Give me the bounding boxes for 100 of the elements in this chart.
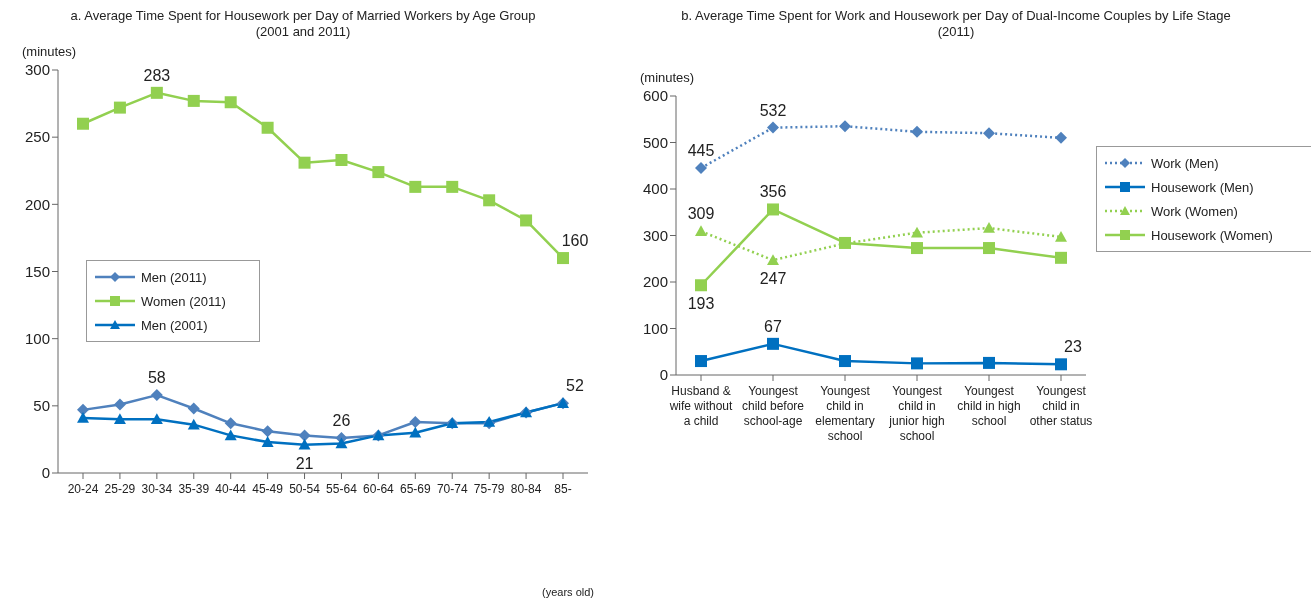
y-tick-label: 500 bbox=[642, 133, 668, 151]
point bbox=[261, 121, 274, 134]
chart-subtitle: (2001 and 2011) bbox=[254, 24, 352, 40]
y-tick-label: 0 bbox=[659, 366, 668, 384]
y-tick-label: 200 bbox=[642, 273, 668, 291]
x-tick-label: Youngest child in high school bbox=[957, 384, 1021, 428]
x-tick-label: 80-84 bbox=[510, 482, 542, 496]
point bbox=[911, 242, 923, 255]
y-tick-label: 50 bbox=[33, 397, 50, 415]
x-tick-label: Youngest child before school-age bbox=[741, 384, 805, 428]
point bbox=[983, 242, 995, 255]
point bbox=[187, 402, 200, 415]
point bbox=[409, 180, 422, 193]
legend-label: Women (2011) bbox=[141, 293, 226, 309]
point bbox=[483, 194, 496, 207]
point bbox=[113, 101, 126, 114]
data-label: 52 bbox=[566, 377, 584, 395]
data-label: 356 bbox=[759, 183, 787, 201]
data-label: 283 bbox=[143, 66, 171, 84]
data-label: 160 bbox=[561, 232, 589, 250]
y-tick-label: 100 bbox=[642, 319, 668, 337]
point bbox=[1055, 230, 1067, 242]
point bbox=[695, 279, 707, 292]
x-tick-label: 65-69 bbox=[399, 482, 431, 496]
point bbox=[839, 355, 851, 368]
point bbox=[335, 437, 348, 449]
x-tick-label: 30-34 bbox=[141, 482, 173, 496]
chart-subtitle: (2011) bbox=[936, 24, 976, 40]
point bbox=[767, 121, 779, 134]
point bbox=[113, 413, 126, 425]
x-tick-label: 45-49 bbox=[252, 482, 284, 496]
point bbox=[113, 398, 126, 411]
legend-label: Housework (Men) bbox=[1151, 179, 1254, 195]
data-label: 23 bbox=[1064, 338, 1082, 356]
point bbox=[261, 425, 274, 438]
point bbox=[983, 127, 995, 140]
y-tick-label: 400 bbox=[642, 180, 668, 198]
x-tick-label: 55-64 bbox=[326, 482, 358, 496]
x-tick-label: 70-74 bbox=[436, 482, 468, 496]
point bbox=[1055, 131, 1067, 144]
point bbox=[767, 337, 779, 350]
y-tick-label: 600 bbox=[642, 87, 668, 105]
data-label: 58 bbox=[147, 369, 166, 387]
point bbox=[150, 86, 163, 99]
y-axis-title: (minutes) bbox=[640, 70, 696, 86]
y-tick-label: 100 bbox=[24, 329, 50, 347]
y-tick-label: 0 bbox=[41, 464, 50, 482]
point bbox=[409, 426, 422, 438]
legend-label: Work (Men) bbox=[1151, 155, 1219, 171]
point bbox=[911, 357, 923, 370]
point bbox=[77, 117, 89, 130]
legend-label: Housework (Women) bbox=[1151, 227, 1273, 243]
point bbox=[224, 429, 237, 441]
point bbox=[767, 254, 779, 265]
data-label: 247 bbox=[759, 270, 787, 288]
point bbox=[1055, 251, 1067, 264]
point bbox=[298, 438, 311, 450]
x-tick-label: 75-79 bbox=[473, 482, 505, 496]
data-label: 26 bbox=[332, 412, 351, 430]
point bbox=[409, 415, 422, 428]
point bbox=[77, 411, 89, 423]
x-tick-label: 60-64 bbox=[363, 482, 395, 496]
x-tick-label: 85- bbox=[554, 482, 572, 496]
point bbox=[298, 429, 311, 442]
x-tick-label: 25-29 bbox=[104, 482, 136, 496]
legend-label: Work (Women) bbox=[1151, 203, 1238, 219]
chart-title: a. Average Time Spent for Housework per Day of Married Workers by Age Group bbox=[69, 8, 537, 24]
point bbox=[1055, 358, 1067, 371]
point bbox=[261, 436, 274, 447]
data-label: 309 bbox=[687, 205, 715, 223]
point bbox=[446, 180, 459, 193]
point bbox=[150, 413, 163, 425]
point bbox=[224, 417, 237, 430]
point bbox=[520, 214, 533, 227]
point bbox=[224, 96, 237, 109]
point bbox=[839, 120, 851, 133]
point bbox=[335, 154, 348, 166]
point bbox=[983, 222, 995, 233]
data-label: 67 bbox=[764, 317, 782, 335]
point bbox=[695, 162, 707, 175]
x-tick-label: 50-54 bbox=[289, 482, 321, 496]
x-tick-label: 40-44 bbox=[215, 482, 247, 496]
x-tick-label: Youngest child in elementary school bbox=[815, 384, 875, 443]
y-tick-label: 200 bbox=[24, 195, 50, 213]
point bbox=[150, 389, 163, 402]
point bbox=[695, 225, 707, 237]
data-label: 532 bbox=[759, 101, 787, 119]
point bbox=[983, 356, 995, 369]
point bbox=[695, 355, 707, 368]
x-axis-title: (years old) bbox=[542, 586, 594, 598]
y-tick-label: 300 bbox=[642, 226, 668, 244]
data-label: 193 bbox=[687, 295, 715, 313]
legend-label: Men (2001) bbox=[141, 317, 208, 333]
point bbox=[298, 156, 311, 169]
x-tick-label: Youngest child in other status bbox=[1029, 384, 1093, 428]
x-tick-label: Husband & wife without a child bbox=[668, 384, 734, 428]
data-label: 21 bbox=[295, 454, 314, 472]
point bbox=[911, 125, 923, 138]
x-tick-label: Youngest child in junior high school bbox=[888, 384, 945, 443]
y-tick-label: 250 bbox=[24, 128, 50, 146]
